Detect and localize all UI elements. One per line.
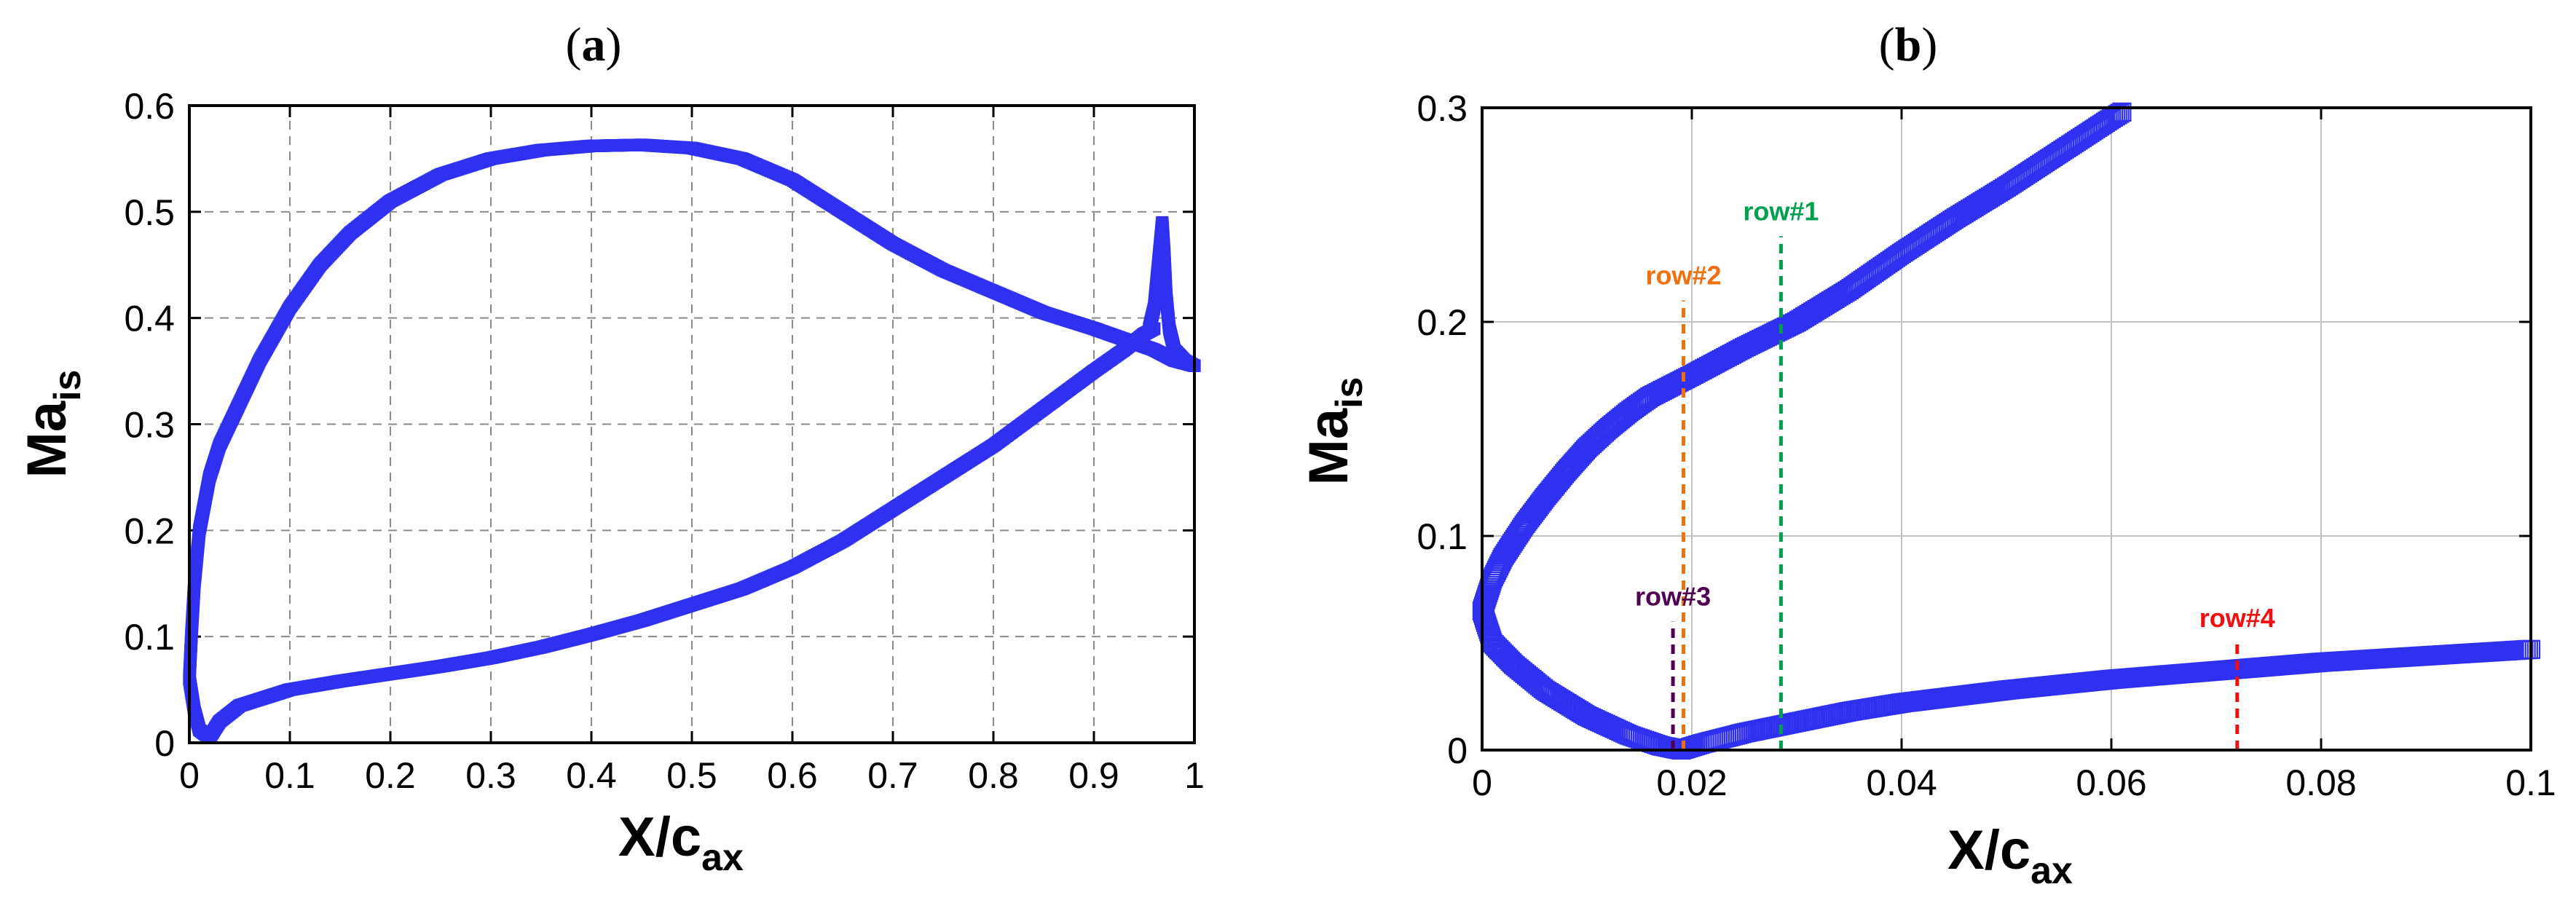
panel-b-x-axis-title: X/cax [1947,819,2073,892]
y-tick-label: 0.5 [124,192,175,233]
panel-b-y-tick-labels: 0 0.1 0.2 0.3 [1417,88,1468,771]
series-suction-side [183,138,1201,686]
panel-b-data-markers [1472,102,2541,760]
panel-a-data-markers [183,138,1201,744]
x-tick-label: 0.1 [264,755,315,796]
series-trailing-edge [1143,216,1201,372]
x-tick-label: 0.1 [2505,762,2556,803]
y-tick-label: 0.4 [124,299,175,339]
row-marker-label: row#4 [2199,603,2275,633]
panel-a-grid [189,106,1194,743]
panel-b-plot-frame [1481,106,2532,752]
data-point [2112,102,2132,122]
panel-a-x-axis-title: X/cax [618,806,744,879]
y-tick-label: 0 [154,723,175,764]
x-tick-label: 0.2 [365,755,416,796]
panel-b-label: (b) [1879,18,1938,71]
y-tick-label: 0.1 [124,617,175,658]
row-marker-label: row#3 [1635,582,1711,612]
row-marker-label: row#1 [1743,196,1819,226]
y-tick-label: 0.3 [1417,88,1468,129]
x-tick-label: 0.6 [767,755,818,796]
panel-a-y-axis-title: Mais [16,370,89,478]
x-tick-label: 0.04 [1866,762,1937,803]
y-tick-label: 0.6 [124,86,175,127]
panel-a-label: (a) [566,18,622,71]
x-tick-label: 0.06 [2076,762,2146,803]
x-tick-label: 0.5 [666,755,717,796]
panel-a-y-tick-labels: 0 0.1 0.2 0.3 0.4 0.5 0.6 [124,86,175,764]
panel-b-grid [1482,108,2531,750]
data-point [2108,105,2127,125]
y-tick-label: 0.2 [124,510,175,551]
x-tick-label: 0.08 [2285,762,2356,803]
panel-a: (a) 0 0.1 0.2 0.3 0.4 0.5 0.6 0.7 0.8 0.9 1 0 0.1 0.… [16,18,1205,879]
x-tick-label: 0.9 [1068,755,1119,796]
x-tick-label: 0.8 [968,755,1019,796]
panel-b: (b) 0 0.02 0.04 0.06 0.08 0.1 0 0.1 0.2 0.3 row#… [1298,18,2556,892]
data-point [2110,103,2130,123]
x-tick-label: 0.4 [566,755,617,796]
panel-a-x-tick-labels: 0 0.1 0.2 0.3 0.4 0.5 0.6 0.7 0.8 0.9 1 [179,755,1205,796]
x-tick-label: 0 [1472,762,1492,803]
y-tick-label: 0 [1447,730,1468,771]
row-marker-label: row#2 [1645,261,1721,291]
panel-b-y-axis-title: Mais [1298,377,1371,486]
panel-b-row-annotations: row#1 row#2 row#3 row#4 [1635,196,2275,750]
x-tick-label: 1 [1184,755,1205,796]
x-tick-label: 0.3 [465,755,516,796]
y-tick-label: 0.3 [124,405,175,446]
y-tick-label: 0.2 [1417,302,1468,343]
series-pressure-side [1472,601,2541,760]
y-tick-label: 0.1 [1417,516,1468,557]
x-tick-label: 0 [179,755,200,796]
x-tick-label: 0.7 [867,755,918,796]
panel-b-x-tick-labels: 0 0.02 0.04 0.06 0.08 0.1 [1472,762,2556,803]
panel-a-plot-frame [188,104,1196,744]
series-suction-side [1472,102,2132,621]
x-tick-label: 0.02 [1656,762,1727,803]
series-pressure-side [183,322,1161,744]
